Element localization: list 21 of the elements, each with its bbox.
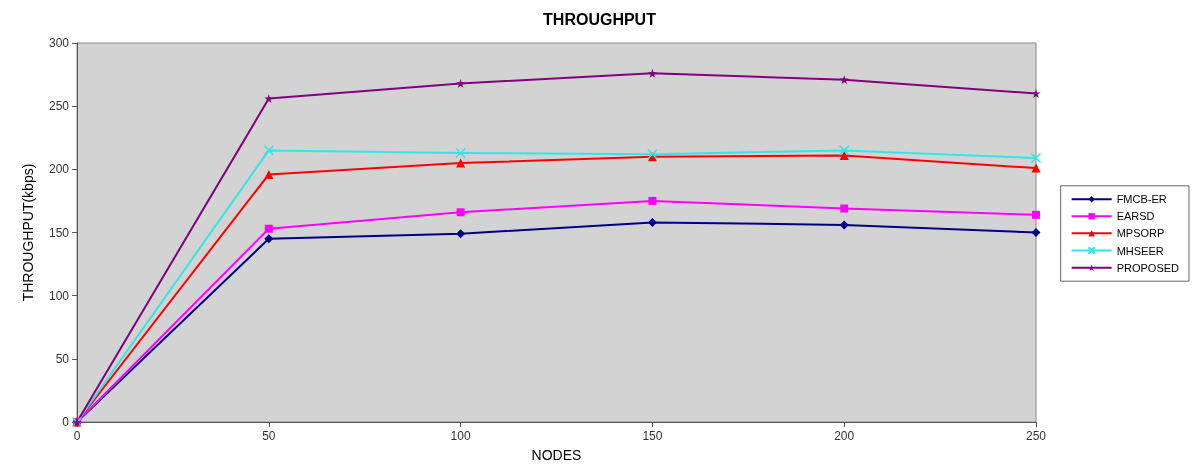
chart-title: THROUGHPUT: [543, 10, 657, 28]
x-tick-label: 150: [642, 429, 663, 443]
x-tick-label: 100: [450, 429, 471, 443]
x-tick-label: 200: [834, 429, 855, 443]
y-tick-label: 50: [55, 351, 70, 366]
y-tick-label: 150: [48, 225, 70, 240]
legend-label: EARSD: [1116, 210, 1155, 223]
x-tick-label: 0: [73, 429, 81, 443]
y-tick-label: 100: [48, 288, 70, 303]
legend-label: PROPOSED: [1116, 261, 1180, 274]
x-tick-label: 50: [262, 429, 276, 443]
legend-label: MHSEER: [1116, 244, 1164, 257]
legend-label: FMCB-ER: [1116, 193, 1167, 206]
y-axis-title: THROUGHPUT(kbps): [20, 163, 36, 302]
y-tick-label: 250: [48, 99, 70, 114]
y-tick-label: 0: [62, 415, 70, 429]
x-axis-title: NODES: [531, 447, 582, 463]
x-tick-label: 250: [1025, 429, 1047, 443]
legend-label: MPSORP: [1116, 227, 1165, 240]
y-tick-label: 200: [48, 162, 70, 177]
y-tick-label: 300: [48, 36, 70, 50]
